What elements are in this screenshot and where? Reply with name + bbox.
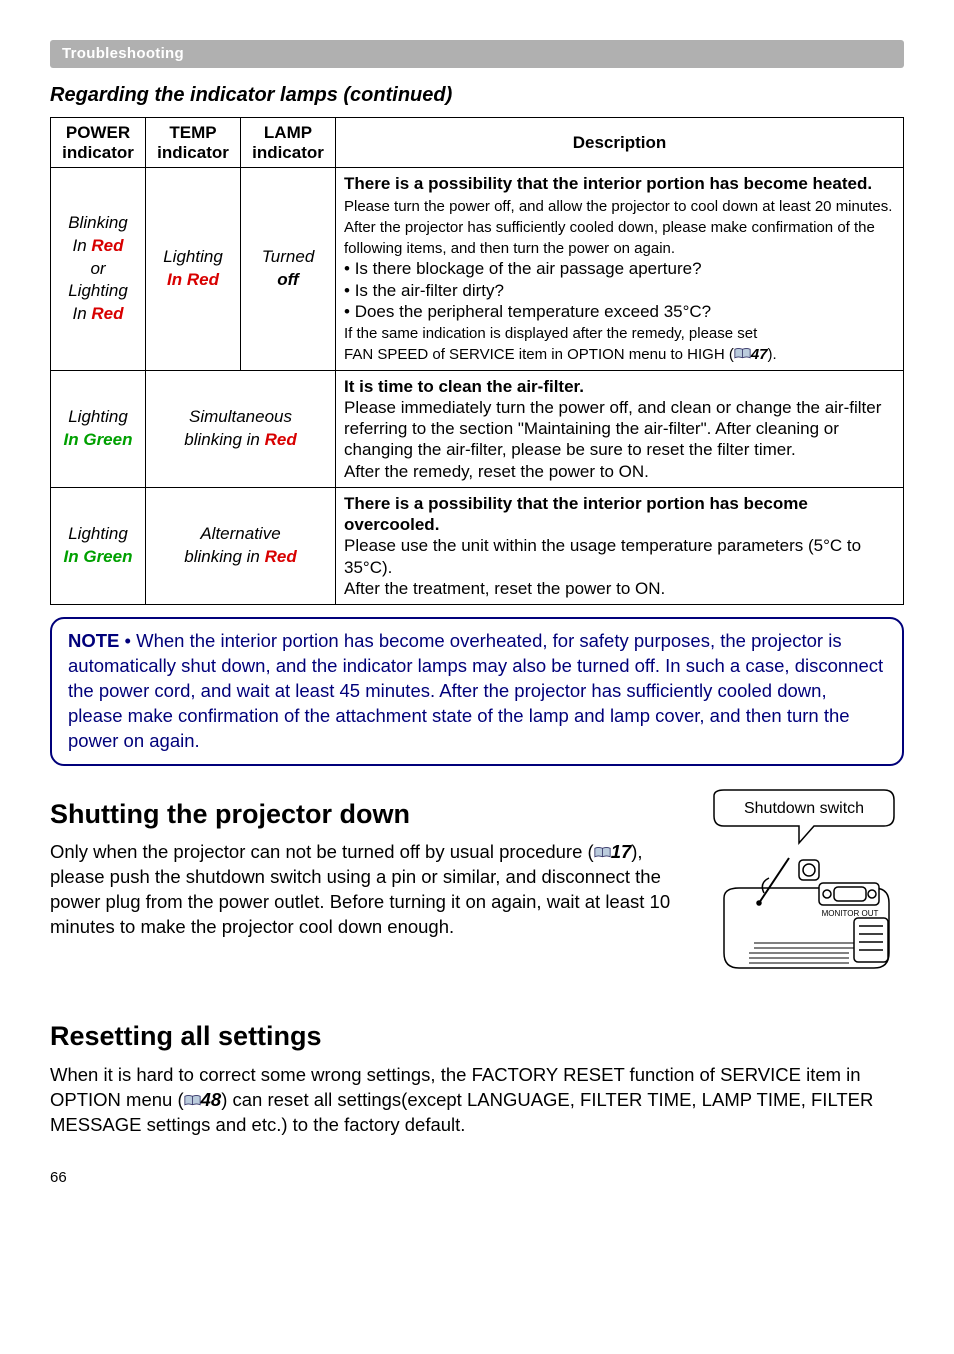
heading-shutting: Shutting the projector down (50, 796, 690, 832)
txt-red: Red (91, 236, 123, 255)
txt-red: Red (265, 547, 297, 566)
resetting-body: When it is hard to correct some wrong se… (50, 1063, 904, 1138)
cell-lamp-1: Turned off (241, 168, 336, 370)
diagram-label: Shutdown switch (744, 800, 864, 817)
bullet: Is there blockage of the air passage ape… (355, 259, 702, 278)
txt: In (72, 304, 91, 323)
heading-resetting: Resetting all settings (50, 1018, 904, 1054)
txt: off (277, 270, 298, 289)
table-row: Lighting In Green Alternative blinking i… (51, 487, 904, 604)
desc-small: Please turn the power off, and allow the… (344, 198, 892, 258)
book-icon (594, 846, 611, 859)
desc-body: Please use the unit within the usage tem… (344, 536, 861, 598)
txt: If the same indication is displayed afte… (344, 325, 757, 342)
txt: Simultaneous (189, 407, 292, 426)
shutdown-diagram: Shutdown switch (704, 788, 904, 984)
cell-power-1: Blinking In Red or Lighting In Red (51, 168, 146, 370)
section-bar: Troubleshooting (50, 40, 904, 68)
desc-title: There is a possibility that the interior… (344, 494, 808, 534)
book-icon (734, 347, 751, 360)
txt: In (72, 236, 91, 255)
note-body: • When the interior portion has become o… (68, 630, 883, 751)
desc-body: Please immediately turn the power off, a… (344, 398, 881, 481)
txt: Blinking (68, 213, 128, 232)
th-lamp: LAMPindicator (241, 118, 336, 168)
cell-power-2: Lighting In Green (51, 370, 146, 487)
txt: Lighting (68, 281, 128, 300)
th-power: POWERindicator (51, 118, 146, 168)
txt: FAN SPEED of SERVICE item in OPTION menu… (344, 346, 734, 363)
shutting-body: Only when the projector can not be turne… (50, 840, 690, 940)
th-description: Description (336, 118, 904, 168)
txt: blinking in (184, 430, 264, 449)
txt: blinking in (184, 547, 264, 566)
cell-desc-2: It is time to clean the air-filter. Plea… (336, 370, 904, 487)
cell-desc-3: There is a possibility that the interior… (336, 487, 904, 604)
bullet: Is the air-filter dirty? (355, 281, 504, 300)
txt-red: Red (265, 430, 297, 449)
txt: Lighting (68, 407, 128, 426)
desc-title: It is time to clean the air-filter. (344, 377, 584, 396)
txt: Turned (262, 247, 315, 266)
table-row: Blinking In Red or Lighting In Red Light… (51, 168, 904, 370)
txt: ). (768, 346, 777, 363)
note-label: NOTE (68, 630, 119, 651)
cell-templamp-2: Simultaneous blinking in Red (146, 370, 336, 487)
txt: Lighting (68, 524, 128, 543)
ref: 48 (201, 1089, 222, 1110)
txt: or (90, 259, 105, 278)
table-header-row: POWERindicator TEMPindicator LAMPindicat… (51, 118, 904, 168)
txt-green: In Green (64, 430, 133, 449)
table-row: Lighting In Green Simultaneous blinking … (51, 370, 904, 487)
txt-red: Red (91, 304, 123, 323)
th-temp: TEMPindicator (146, 118, 241, 168)
cell-desc-1: There is a possibility that the interior… (336, 168, 904, 370)
txt: Only when the projector can not be turne… (50, 841, 594, 862)
page-number: 66 (50, 1168, 904, 1188)
txt: Alternative (200, 524, 280, 543)
ref: 17 (611, 841, 632, 862)
txt-green: In Green (64, 547, 133, 566)
txt-red: In Red (167, 270, 219, 289)
book-icon (184, 1094, 201, 1107)
cell-templamp-3: Alternative blinking in Red (146, 487, 336, 604)
note-box: NOTE • When the interior portion has bec… (50, 617, 904, 766)
bullet: Does the peripheral temperature exceed 3… (355, 302, 711, 321)
cell-power-3: Lighting In Green (51, 487, 146, 604)
desc-title: There is a possibility that the interior… (344, 174, 872, 193)
cell-temp-1: Lighting In Red (146, 168, 241, 370)
txt: Lighting (163, 247, 223, 266)
indicator-table: POWERindicator TEMPindicator LAMPindicat… (50, 117, 904, 605)
subheading: Regarding the indicator lamps (continued… (50, 82, 904, 109)
ref: 47 (751, 346, 768, 363)
diagram-port-label: MONITOR OUT (822, 909, 879, 918)
